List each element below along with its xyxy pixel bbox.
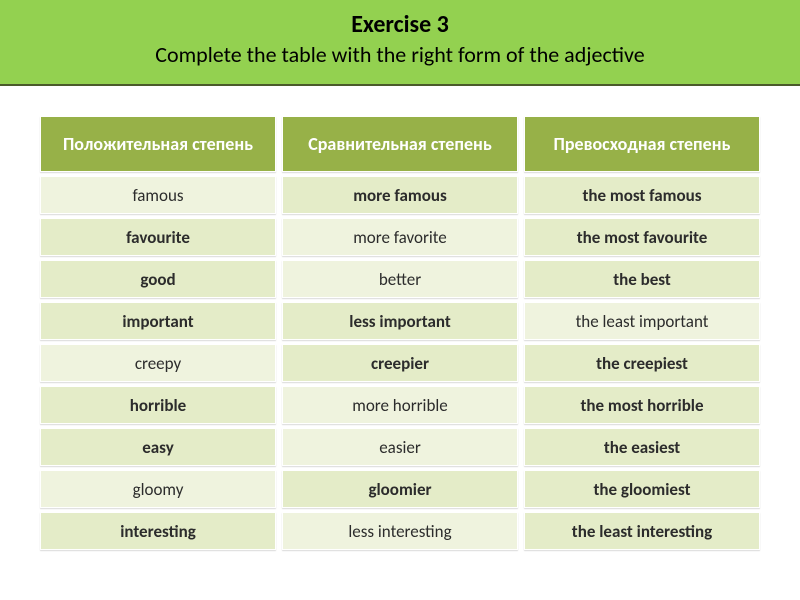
superlative-cell: the least important bbox=[524, 302, 760, 340]
comparative-cell: easier bbox=[282, 428, 518, 466]
comparative-cell: less interesting bbox=[282, 512, 518, 550]
table-row: creepycreepierthe creepiest bbox=[40, 344, 760, 382]
superlative-cell: the most horrible bbox=[524, 386, 760, 424]
table-row: interestingless interestingthe least int… bbox=[40, 512, 760, 550]
adjective-table: Положительная степень Сравнительная степ… bbox=[40, 116, 760, 550]
superlative-cell: the best bbox=[524, 260, 760, 298]
superlative-cell: the most favourite bbox=[524, 218, 760, 256]
table-row: horriblemore horriblethe most horrible bbox=[40, 386, 760, 424]
table-row: gloomygloomierthe gloomiest bbox=[40, 470, 760, 508]
exercise-subtitle: Complete the table with the right form o… bbox=[0, 41, 800, 68]
table-row: favouritemore favoritethe most favourite bbox=[40, 218, 760, 256]
table-row: famousmore famousthe most famous bbox=[40, 176, 760, 214]
positive-cell: creepy bbox=[40, 344, 276, 382]
col-header-positive: Положительная степень bbox=[40, 116, 276, 172]
comparative-cell: more favorite bbox=[282, 218, 518, 256]
table-row: easyeasierthe easiest bbox=[40, 428, 760, 466]
positive-cell: important bbox=[40, 302, 276, 340]
positive-cell: gloomy bbox=[40, 470, 276, 508]
superlative-cell: the gloomiest bbox=[524, 470, 760, 508]
title-banner: Exercise 3 Complete the table with the r… bbox=[0, 0, 800, 86]
col-header-superlative: Превосходная степень bbox=[524, 116, 760, 172]
comparative-cell: gloomier bbox=[282, 470, 518, 508]
positive-cell: interesting bbox=[40, 512, 276, 550]
col-header-comparative: Сравнительная степень bbox=[282, 116, 518, 172]
exercise-title: Exercise 3 bbox=[0, 10, 800, 39]
positive-cell: favourite bbox=[40, 218, 276, 256]
comparative-cell: creepier bbox=[282, 344, 518, 382]
superlative-cell: the easiest bbox=[524, 428, 760, 466]
comparative-cell: better bbox=[282, 260, 518, 298]
superlative-cell: the least interesting bbox=[524, 512, 760, 550]
comparative-cell: more famous bbox=[282, 176, 518, 214]
superlative-cell: the creepiest bbox=[524, 344, 760, 382]
table-header-row: Положительная степень Сравнительная степ… bbox=[40, 116, 760, 172]
comparative-cell: more horrible bbox=[282, 386, 518, 424]
positive-cell: famous bbox=[40, 176, 276, 214]
positive-cell: good bbox=[40, 260, 276, 298]
table-row: goodbetterthe best bbox=[40, 260, 760, 298]
positive-cell: horrible bbox=[40, 386, 276, 424]
table-row: importantless importantthe least importa… bbox=[40, 302, 760, 340]
comparative-cell: less important bbox=[282, 302, 518, 340]
positive-cell: easy bbox=[40, 428, 276, 466]
superlative-cell: the most famous bbox=[524, 176, 760, 214]
